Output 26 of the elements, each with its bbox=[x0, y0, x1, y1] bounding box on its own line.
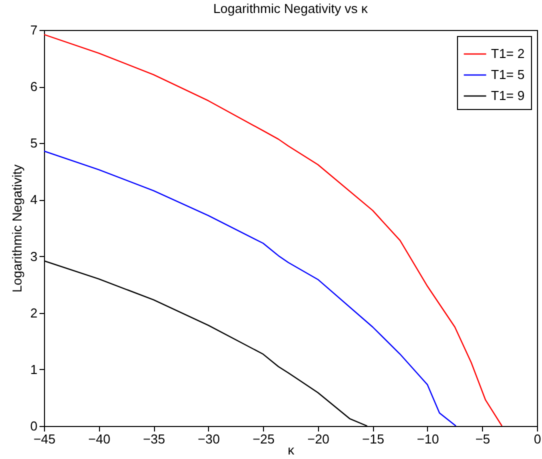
y-tick-label: 3 bbox=[30, 248, 38, 264]
y-tick-label: 2 bbox=[30, 305, 38, 320]
x-tick-label: −40 bbox=[88, 432, 110, 446]
x-tick-label: −25 bbox=[252, 432, 275, 446]
x-axis-title: κ bbox=[288, 442, 295, 458]
chart-title: Logarithmic Negativity vs κ bbox=[213, 1, 368, 16]
x-tick-label: −35 bbox=[143, 432, 166, 446]
y-axis-title: Logarithmic Negativity bbox=[9, 164, 24, 292]
x-tick-label: −45 bbox=[33, 432, 56, 446]
line-series bbox=[44, 150, 457, 426]
x-tick-label: −30 bbox=[198, 432, 220, 446]
x-tick-label: 0 bbox=[534, 432, 542, 446]
x-tick-label: −5 bbox=[475, 432, 490, 446]
y-tick-label: 4 bbox=[30, 192, 38, 208]
legend-label: T1= 2 bbox=[491, 46, 525, 61]
x-tick-label: −10 bbox=[416, 432, 439, 446]
legend-label: T1= 5 bbox=[491, 67, 525, 82]
y-tick-label: 1 bbox=[30, 362, 38, 377]
legend-label: T1= 9 bbox=[491, 88, 525, 103]
y-tick-label: 6 bbox=[30, 79, 38, 94]
x-tick-label: −15 bbox=[362, 432, 384, 446]
y-tick-label: 0 bbox=[30, 418, 38, 434]
y-tick-label: 5 bbox=[30, 136, 38, 151]
y-tick-label: 7 bbox=[30, 22, 38, 38]
x-tick-label: −20 bbox=[307, 432, 330, 446]
line-series bbox=[44, 260, 368, 426]
